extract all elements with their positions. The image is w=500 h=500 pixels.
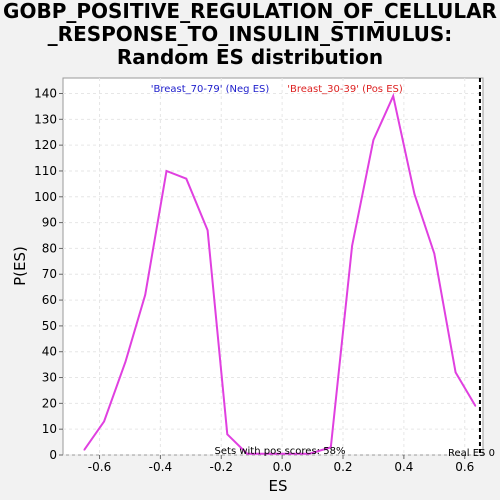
annotations: 'Breast_70-79' (Neg ES) 'Breast_30-39' (…	[151, 84, 495, 459]
data-point	[474, 405, 477, 407]
data-point	[124, 361, 127, 363]
data-point	[413, 193, 416, 195]
grid-lines	[63, 78, 483, 456]
x-tick-label: -0.4	[149, 460, 172, 474]
x-tick-label: 0.2	[333, 460, 352, 474]
chart-title-line-2: _RESPONSE_TO_INSULIN_STIMULUS:	[47, 22, 453, 46]
data-point	[454, 371, 457, 374]
data-point	[144, 294, 146, 296]
neg-annotation: 'Breast_70-79' (Neg ES)	[151, 84, 270, 95]
x-axis-label: ES	[269, 477, 288, 495]
data-point	[372, 139, 375, 141]
plot-area	[62, 77, 484, 456]
y-axis-label: P(ES)	[11, 246, 29, 286]
pos-annotation: 'Breast_30-39' (Pos ES)	[287, 84, 403, 95]
data-point	[185, 177, 188, 180]
y-tick-label: 50	[42, 319, 57, 333]
y-tick-label: 40	[42, 345, 57, 359]
real-es-label: Real ES 0	[448, 448, 495, 459]
y-tick-label: 110	[34, 164, 57, 178]
y-tick-label: 70	[42, 267, 57, 281]
y-tick-label: 30	[42, 371, 57, 385]
x-tick-label: -0.6	[88, 460, 111, 474]
data-point	[351, 245, 353, 247]
y-tick-label: 0	[49, 448, 57, 462]
y-tick-label: 130	[34, 112, 57, 126]
x-tick-label: 0.0	[273, 460, 292, 474]
y-tick-label: 90	[42, 216, 57, 230]
data-point	[266, 452, 268, 455]
data-point	[330, 446, 332, 449]
data-point	[392, 95, 395, 97]
y-tick-label: 20	[42, 396, 57, 410]
data-point	[103, 420, 105, 423]
data-point	[165, 170, 168, 172]
data-point	[226, 433, 229, 436]
data-point	[83, 449, 86, 451]
series-group	[83, 78, 481, 455]
data-point	[433, 252, 436, 255]
y-tick-label: 60	[42, 293, 57, 307]
pos-scores-annotation: Sets with pos scores: 58%	[215, 446, 346, 457]
es-distribution-line	[83, 92, 477, 455]
y-tick-label: 10	[42, 422, 57, 436]
x-tick-label: 0.6	[455, 460, 474, 474]
data-point	[287, 452, 290, 455]
data-point	[206, 229, 209, 232]
y-tick-label: 100	[34, 190, 57, 204]
axes: 0 10 20 30 40 50 60 70 80 90 100 110 120 130 140 -0.6 -0…	[34, 86, 474, 474]
y-tick-label: 80	[42, 241, 57, 255]
x-tick-label: -0.2	[210, 460, 233, 474]
chart-title-line-3: Random ES distribution	[116, 45, 384, 69]
y-tick-label: 120	[34, 138, 57, 152]
chart-title-line-1: GOBP_POSITIVE_REGULATION_OF_CELLULAR	[3, 0, 497, 23]
data-point	[246, 452, 248, 455]
y-tick-label: 140	[34, 86, 57, 100]
x-tick-label: 0.4	[394, 460, 413, 474]
data-point	[308, 452, 311, 455]
chart-title: GOBP_POSITIVE_REGULATION_OF_CELLULAR _RE…	[0, 0, 500, 69]
